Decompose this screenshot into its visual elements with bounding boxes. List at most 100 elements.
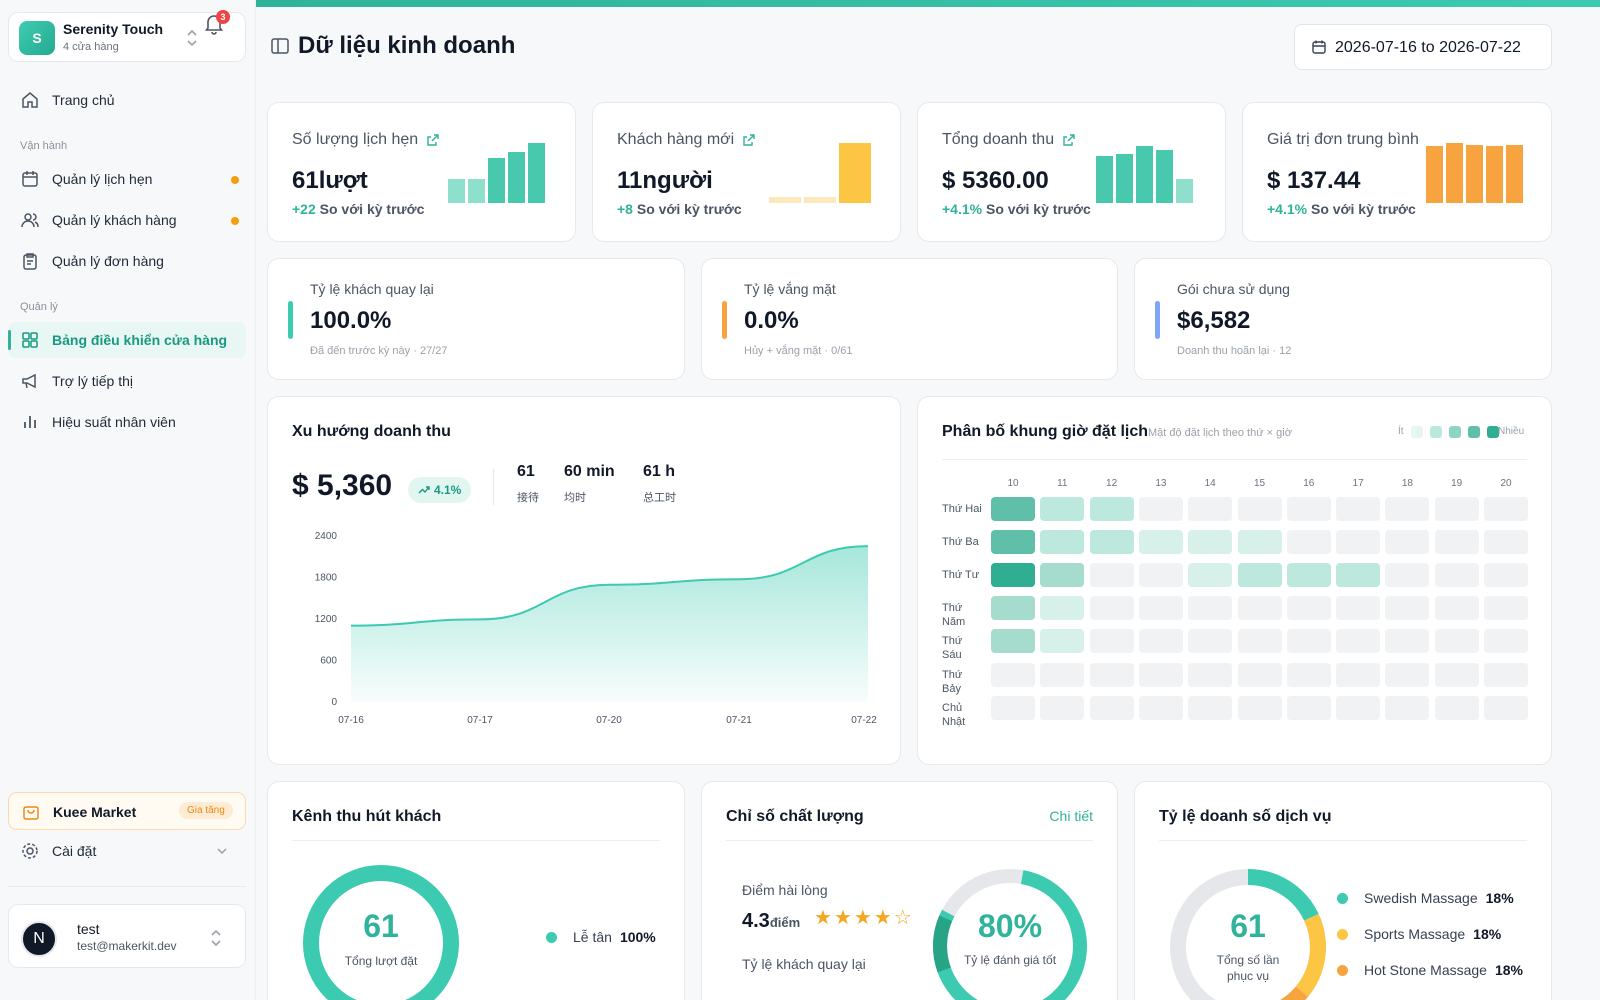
kpi-mini-bar bbox=[508, 152, 525, 203]
heatmap-cell[interactable] bbox=[1434, 497, 1479, 521]
heatmap-cell[interactable] bbox=[1286, 629, 1331, 654]
heatmap-cell[interactable] bbox=[1089, 497, 1134, 521]
heatmap-cell[interactable] bbox=[1237, 563, 1282, 588]
nav-item-marketing[interactable]: Trợ lý tiếp thị bbox=[8, 363, 246, 399]
heatmap-cell[interactable] bbox=[1434, 695, 1479, 720]
heatmap-cell[interactable] bbox=[1188, 629, 1233, 654]
heatmap-cell[interactable] bbox=[1484, 629, 1528, 654]
heatmap-cell[interactable] bbox=[1188, 695, 1233, 720]
nav-item-staff-performance[interactable]: Hiệu suất nhân viên bbox=[8, 404, 246, 440]
heatmap-cell[interactable] bbox=[1089, 695, 1134, 720]
heatmap-cell[interactable] bbox=[1040, 530, 1085, 555]
nav-item-appointments[interactable]: Quản lý lịch hẹn bbox=[8, 161, 246, 197]
external-link-icon[interactable] bbox=[1062, 133, 1076, 147]
heatmap-cell[interactable] bbox=[1385, 629, 1430, 654]
heatmap-cell[interactable] bbox=[1286, 596, 1331, 621]
store-switcher[interactable]: S Serenity Touch 4 cửa hàng bbox=[8, 12, 246, 62]
heatmap-cell[interactable] bbox=[1484, 596, 1528, 621]
heatmap-cell[interactable] bbox=[1237, 662, 1282, 687]
heatmap-cell[interactable] bbox=[1385, 497, 1430, 521]
user-menu[interactable]: N test test@makerkit.dev bbox=[8, 904, 246, 968]
heatmap-cell[interactable] bbox=[991, 695, 1035, 720]
heatmap-cell[interactable] bbox=[1138, 662, 1183, 687]
heatmap-cell[interactable] bbox=[1040, 596, 1085, 621]
heatmap-cell[interactable] bbox=[1237, 596, 1282, 621]
external-link-icon[interactable] bbox=[742, 133, 756, 147]
heatmap-cell[interactable] bbox=[1336, 662, 1381, 687]
heatmap-cell[interactable] bbox=[1484, 695, 1528, 720]
heatmap-cell[interactable] bbox=[1484, 662, 1528, 687]
kpi-change-value: +4.1% bbox=[942, 201, 983, 217]
sidebar-toggle-icon[interactable] bbox=[270, 36, 290, 56]
heatmap-cell[interactable] bbox=[1336, 695, 1381, 720]
heatmap-cell[interactable] bbox=[1336, 497, 1381, 521]
heatmap-cell[interactable] bbox=[1138, 530, 1183, 555]
heatmap-cell[interactable] bbox=[1138, 695, 1183, 720]
heatmap-cell[interactable] bbox=[1188, 563, 1233, 588]
heatmap-cell[interactable] bbox=[1040, 695, 1085, 720]
nav-item-home[interactable]: Trang chủ bbox=[8, 82, 246, 118]
heatmap-cell[interactable] bbox=[1286, 662, 1331, 687]
heatmap-cell[interactable] bbox=[991, 629, 1035, 654]
heatmap-cell[interactable] bbox=[1286, 563, 1331, 588]
heatmap-cell[interactable] bbox=[1434, 662, 1479, 687]
heatmap-cell[interactable] bbox=[1385, 563, 1430, 588]
heatmap-cell[interactable] bbox=[1138, 596, 1183, 621]
heatmap-cell[interactable] bbox=[1188, 596, 1233, 621]
heatmap-cell[interactable] bbox=[1089, 563, 1134, 588]
heatmap-cell[interactable] bbox=[1188, 530, 1233, 555]
heatmap-cell[interactable] bbox=[1089, 662, 1134, 687]
heatmap-cell[interactable] bbox=[1434, 563, 1479, 588]
heatmap-cell[interactable] bbox=[991, 662, 1035, 687]
heatmap-cell[interactable] bbox=[1089, 596, 1134, 621]
heatmap-cell[interactable] bbox=[1336, 563, 1381, 588]
external-link-icon[interactable] bbox=[426, 133, 440, 147]
bar-chart-icon bbox=[24, 416, 36, 428]
heatmap-cell[interactable] bbox=[1434, 596, 1479, 621]
heatmap-cell[interactable] bbox=[1484, 563, 1528, 588]
heatmap-cell[interactable] bbox=[1336, 629, 1381, 654]
heatmap-cell[interactable] bbox=[991, 596, 1035, 621]
kpi-mini-bar bbox=[804, 197, 836, 203]
heatmap-cell[interactable] bbox=[1484, 530, 1528, 555]
nav-item-orders[interactable]: Quản lý đơn hàng bbox=[8, 243, 246, 279]
heatmap-cell[interactable] bbox=[1188, 662, 1233, 687]
heatmap-cell[interactable] bbox=[1237, 695, 1282, 720]
heatmap-cell[interactable] bbox=[991, 497, 1035, 521]
kpi-title: Tổng doanh thu bbox=[942, 131, 1076, 149]
heatmap-cell[interactable] bbox=[1385, 596, 1430, 621]
heatmap-cell[interactable] bbox=[1484, 497, 1528, 521]
heatmap-cell[interactable] bbox=[1286, 497, 1331, 521]
nav-item-dashboard[interactable]: Bảng điều khiển cửa hàng bbox=[8, 322, 246, 358]
kpi-card-new-customers: Khách hàng mới 11người +8 So với kỳ trướ… bbox=[592, 102, 901, 242]
heatmap-cell[interactable] bbox=[1138, 629, 1183, 654]
heatmap-cell[interactable] bbox=[1434, 629, 1479, 654]
heatmap-cell[interactable] bbox=[991, 530, 1035, 555]
heatmap-cell[interactable] bbox=[1237, 497, 1282, 521]
kuee-market-link[interactable]: Kuee Market Gia tăng bbox=[8, 792, 246, 830]
date-range-picker[interactable]: 2026-07-16 to 2026-07-22 bbox=[1294, 24, 1552, 70]
heatmap-cell[interactable] bbox=[1336, 596, 1381, 621]
heatmap-cell[interactable] bbox=[1040, 563, 1085, 588]
heatmap-cell[interactable] bbox=[1040, 497, 1085, 521]
nav-item-settings[interactable]: Cài đặt bbox=[8, 833, 246, 869]
heatmap-cell[interactable] bbox=[1434, 530, 1479, 555]
heatmap-cell[interactable] bbox=[1188, 497, 1233, 521]
heatmap-cell[interactable] bbox=[1336, 530, 1381, 555]
heatmap-cell[interactable] bbox=[1089, 629, 1134, 654]
heatmap-cell[interactable] bbox=[1385, 530, 1430, 555]
heatmap-cell[interactable] bbox=[1237, 629, 1282, 654]
heatmap-cell[interactable] bbox=[1286, 695, 1331, 720]
heatmap-cell[interactable] bbox=[1089, 530, 1134, 555]
heatmap-cell[interactable] bbox=[1286, 530, 1331, 555]
heatmap-cell[interactable] bbox=[991, 563, 1035, 588]
heatmap-cell[interactable] bbox=[1237, 530, 1282, 555]
details-link[interactable]: Chi tiết bbox=[1049, 808, 1093, 824]
heatmap-cell[interactable] bbox=[1385, 662, 1430, 687]
heatmap-cell[interactable] bbox=[1040, 629, 1085, 654]
heatmap-cell[interactable] bbox=[1138, 497, 1183, 521]
nav-item-customers[interactable]: Quản lý khách hàng bbox=[8, 202, 246, 238]
heatmap-cell[interactable] bbox=[1040, 662, 1085, 687]
heatmap-cell[interactable] bbox=[1138, 563, 1183, 588]
heatmap-cell[interactable] bbox=[1385, 695, 1430, 720]
